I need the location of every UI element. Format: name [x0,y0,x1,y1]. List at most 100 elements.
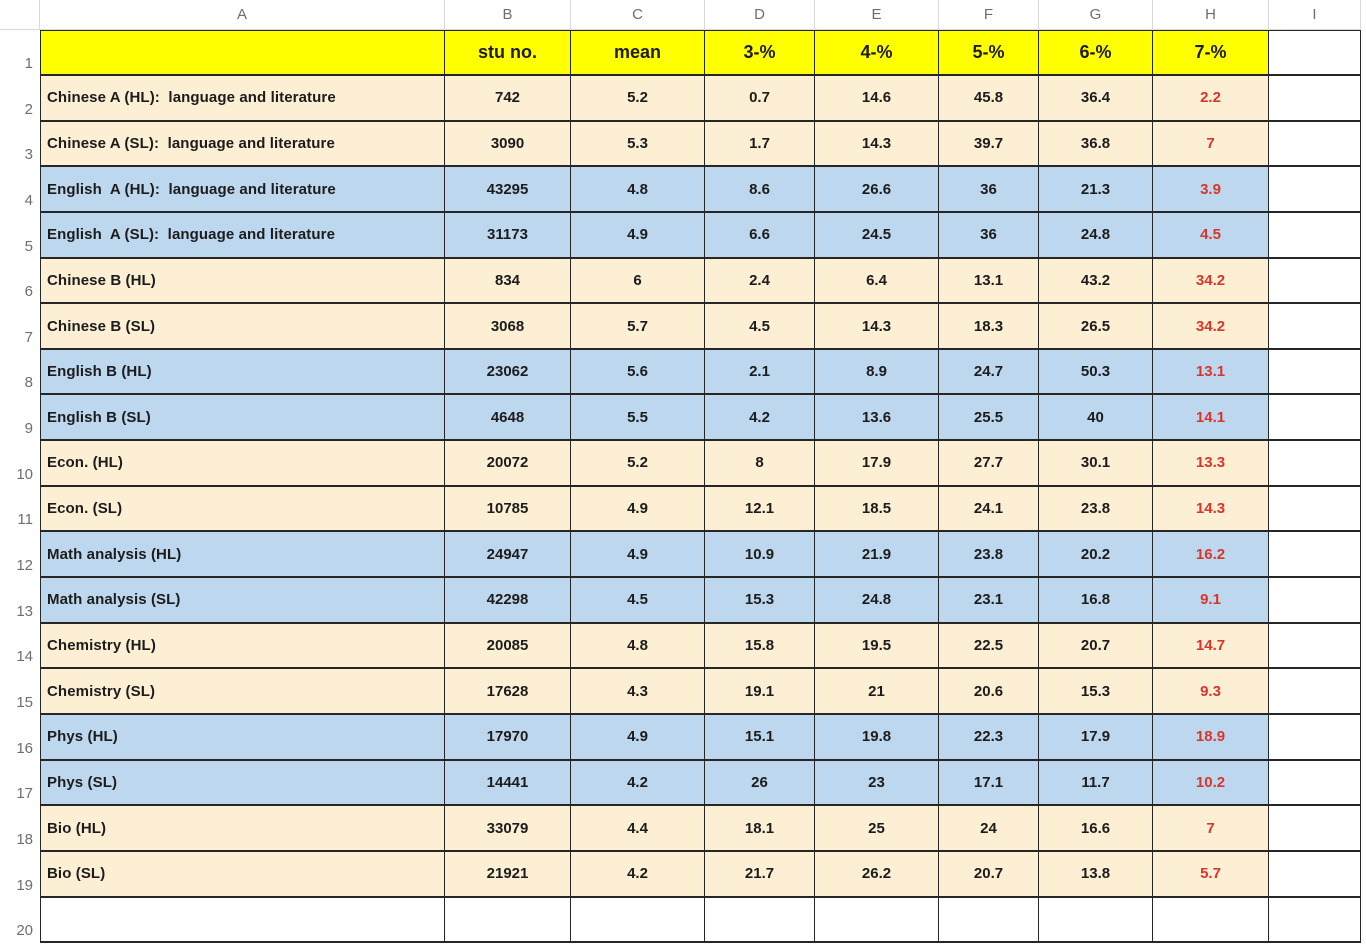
data-cell[interactable]: 43295 [445,167,571,213]
cell-empty[interactable] [1269,258,1361,305]
data-cell[interactable]: 23.8 [939,532,1039,579]
column-header-g[interactable]: G [1039,0,1153,30]
header-cell[interactable]: stu no. [445,30,571,76]
header-cell[interactable]: 5-% [939,30,1039,76]
data-cell[interactable]: 4.9 [571,714,705,761]
data-cell[interactable]: 17970 [445,714,571,761]
row-header-4[interactable]: 4 [0,167,40,213]
header-cell[interactable]: 3-% [705,30,815,76]
select-all-corner[interactable] [0,0,40,30]
data-cell[interactable]: 17.9 [1039,714,1153,761]
data-cell[interactable]: 1.7 [705,121,815,168]
row-header-12[interactable]: 12 [0,532,40,579]
data-cell[interactable]: 5.2 [571,441,705,487]
cell-empty[interactable] [571,897,705,944]
data-cell[interactable]: 5.7 [571,304,705,350]
cell-empty[interactable] [1269,714,1361,761]
data-cell[interactable]: 15.8 [705,623,815,670]
column-header-h[interactable]: H [1153,0,1269,30]
cell-empty[interactable] [1269,669,1361,715]
subject-cell[interactable]: Chinese B (HL) [40,258,445,305]
data-cell[interactable]: 7 [1153,121,1269,168]
data-cell[interactable]: 5.7 [1153,851,1269,898]
header-cell-blank[interactable] [40,30,445,76]
data-cell[interactable]: 21921 [445,851,571,898]
cell-empty[interactable] [1269,395,1361,442]
data-cell[interactable]: 14.7 [1153,623,1269,670]
data-cell[interactable]: 3.9 [1153,167,1269,213]
data-cell[interactable]: 24.7 [939,349,1039,396]
subject-cell[interactable]: Chinese A (HL): language and literature [40,76,445,122]
row-header-13[interactable]: 13 [0,578,40,624]
cell-empty[interactable] [1269,578,1361,624]
data-cell[interactable]: 14441 [445,760,571,807]
data-cell[interactable]: 4.5 [571,578,705,624]
data-cell[interactable]: 21.7 [705,851,815,898]
data-cell[interactable]: 2.1 [705,349,815,396]
cell-empty[interactable] [1153,897,1269,944]
column-header-b[interactable]: B [445,0,571,30]
data-cell[interactable]: 742 [445,76,571,122]
data-cell[interactable]: 14.6 [815,76,939,122]
data-cell[interactable]: 24 [939,806,1039,852]
subject-cell[interactable]: English A (SL): language and literature [40,212,445,259]
data-cell[interactable]: 9.3 [1153,669,1269,715]
data-cell[interactable]: 34.2 [1153,304,1269,350]
data-cell[interactable]: 5.2 [571,76,705,122]
header-cell[interactable]: 7-% [1153,30,1269,76]
data-cell[interactable]: 26.2 [815,851,939,898]
data-cell[interactable]: 18.9 [1153,714,1269,761]
data-cell[interactable]: 17.1 [939,760,1039,807]
cell-empty[interactable] [1269,623,1361,670]
cell-empty[interactable] [1269,167,1361,213]
header-cell[interactable]: 6-% [1039,30,1153,76]
cell-empty[interactable] [705,897,815,944]
data-cell[interactable]: 21.9 [815,532,939,579]
data-cell[interactable]: 21 [815,669,939,715]
data-cell[interactable]: 4.2 [571,851,705,898]
subject-cell[interactable]: Phys (HL) [40,714,445,761]
data-cell[interactable]: 13.6 [815,395,939,442]
row-header-19[interactable]: 19 [0,851,40,898]
data-cell[interactable]: 30.1 [1039,441,1153,487]
data-cell[interactable]: 36.4 [1039,76,1153,122]
data-cell[interactable]: 23.8 [1039,486,1153,533]
data-cell[interactable]: 5.3 [571,121,705,168]
data-cell[interactable]: 27.7 [939,441,1039,487]
data-cell[interactable]: 8.9 [815,349,939,396]
column-header-a[interactable]: A [40,0,445,30]
data-cell[interactable]: 19.1 [705,669,815,715]
row-header-2[interactable]: 2 [0,76,40,122]
data-cell[interactable]: 6.4 [815,258,939,305]
data-cell[interactable]: 18.1 [705,806,815,852]
data-cell[interactable]: 10785 [445,486,571,533]
data-cell[interactable]: 18.5 [815,486,939,533]
cell-empty[interactable] [40,897,445,944]
data-cell[interactable]: 24.1 [939,486,1039,533]
data-cell[interactable]: 18.3 [939,304,1039,350]
data-cell[interactable]: 2.4 [705,258,815,305]
data-cell[interactable]: 23062 [445,349,571,396]
cell-empty[interactable] [1039,897,1153,944]
data-cell[interactable]: 23 [815,760,939,807]
row-header-10[interactable]: 10 [0,441,40,487]
data-cell[interactable]: 4.9 [571,486,705,533]
data-cell[interactable]: 20.7 [939,851,1039,898]
data-cell[interactable]: 36 [939,212,1039,259]
data-cell[interactable]: 43.2 [1039,258,1153,305]
data-cell[interactable]: 50.3 [1039,349,1153,396]
column-header-c[interactable]: C [571,0,705,30]
data-cell[interactable]: 4648 [445,395,571,442]
data-cell[interactable]: 42298 [445,578,571,624]
row-header-6[interactable]: 6 [0,258,40,305]
data-cell[interactable]: 4.8 [571,623,705,670]
data-cell[interactable]: 5.5 [571,395,705,442]
subject-cell[interactable]: Chinese A (SL): language and literature [40,121,445,168]
row-header-20[interactable]: 20 [0,897,40,944]
cell-empty[interactable] [445,897,571,944]
row-header-8[interactable]: 8 [0,349,40,396]
data-cell[interactable]: 15.3 [705,578,815,624]
data-cell[interactable]: 25.5 [939,395,1039,442]
data-cell[interactable]: 6.6 [705,212,815,259]
data-cell[interactable]: 20.7 [1039,623,1153,670]
